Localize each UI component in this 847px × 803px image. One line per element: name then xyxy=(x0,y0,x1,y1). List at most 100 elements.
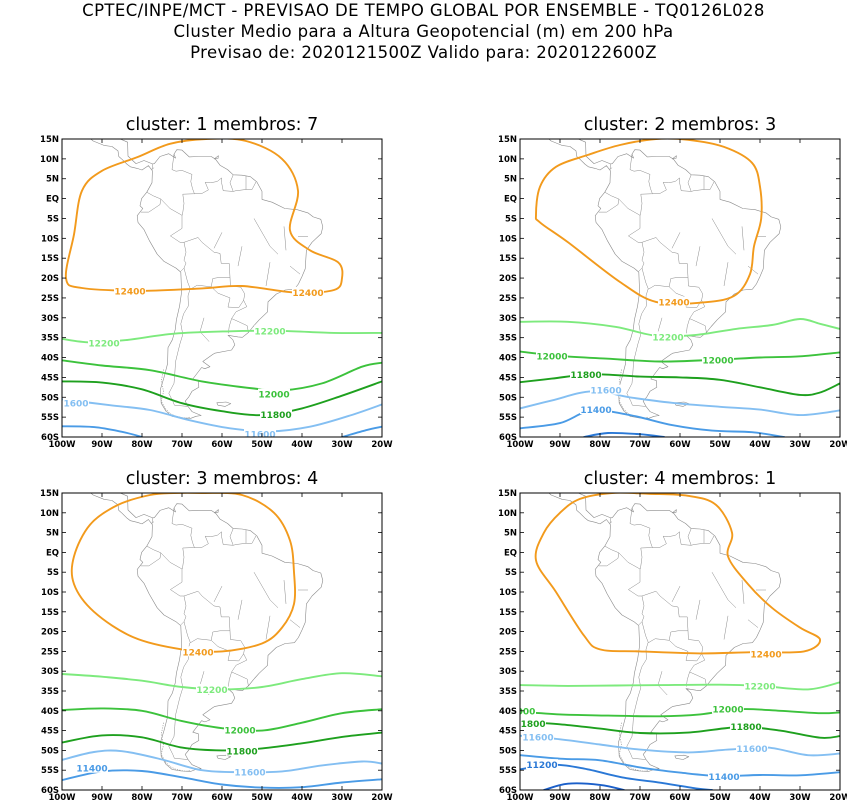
country-border xyxy=(640,547,653,570)
contour-label: 12200 xyxy=(196,686,227,696)
contour-11400 xyxy=(341,425,382,437)
country-border xyxy=(629,507,653,548)
country-border xyxy=(687,528,692,546)
lat-tick-label: EQ xyxy=(504,548,517,558)
lat-tick-label: 60S xyxy=(41,433,59,443)
contour-label: 12400 xyxy=(750,650,781,660)
header-line-1: CPTEC/INPE/MCT - PREVISAO DE TEMPO GLOBA… xyxy=(82,1,765,20)
lon-tick-label: 20W xyxy=(829,440,847,450)
contour-12000 xyxy=(520,708,840,718)
lon-tick-label: 70W xyxy=(171,793,193,803)
contour-11600 xyxy=(520,734,840,757)
lon-tick-label: 40W xyxy=(749,793,771,803)
country-border xyxy=(618,198,645,272)
country-border xyxy=(711,572,737,608)
contour-label: 12200 xyxy=(88,340,119,350)
country-border xyxy=(253,218,279,255)
country-border xyxy=(689,300,706,319)
header-line-2: Cluster Medio para a Altura Geopotencial… xyxy=(173,22,674,41)
map-panel-3: cluster: 3 membros: 4 12400 12200 12000 1180… xyxy=(40,469,393,803)
country-border xyxy=(598,545,620,567)
lat-tick-label: 60S xyxy=(41,786,59,796)
contour-label-bg xyxy=(658,296,690,307)
contour-label: 11800 xyxy=(226,748,257,758)
contour-label-bg xyxy=(570,369,602,380)
country-border xyxy=(168,642,191,760)
contour-label-bg xyxy=(244,428,276,437)
lon-tick-label: 70W xyxy=(629,440,651,450)
country-border xyxy=(652,177,680,195)
country-border xyxy=(160,198,187,272)
contour-label-bg xyxy=(736,742,768,753)
contour-label: 11200 xyxy=(526,761,557,771)
lon-tick-label: 100W xyxy=(48,440,76,450)
country-border xyxy=(211,277,246,308)
country-border xyxy=(289,265,301,275)
lon-tick-label: 90W xyxy=(91,440,113,450)
country-border xyxy=(231,318,249,333)
contour-label: 11800 xyxy=(730,723,761,733)
country-border xyxy=(229,528,234,546)
contour-label-bg xyxy=(88,337,120,348)
lon-tick-label: 100W xyxy=(506,440,534,450)
lat-tick-label: 35S xyxy=(41,334,59,344)
country-border xyxy=(641,590,689,643)
country-border xyxy=(641,237,689,290)
lon-tick-label: 100W xyxy=(48,793,76,803)
country-border xyxy=(182,547,195,570)
lon-tick-label: 30W xyxy=(789,440,811,450)
contour-label-bg xyxy=(292,286,324,297)
lat-tick-label: 5S xyxy=(47,568,59,578)
country-border xyxy=(679,177,715,192)
panel-title: cluster: 3 membros: 4 xyxy=(126,469,319,489)
country-border xyxy=(221,177,257,192)
contour-label: 12000 xyxy=(258,391,289,401)
country-border xyxy=(151,163,155,170)
contour-11400 xyxy=(62,769,382,789)
lat-tick-label: 10S xyxy=(499,588,517,598)
contour-label-bg xyxy=(254,325,286,336)
contour-label-bg xyxy=(712,703,744,714)
country-border xyxy=(695,246,701,267)
contour-11800 xyxy=(62,731,382,752)
country-border xyxy=(228,671,232,687)
lat-tick-label: 15N xyxy=(498,135,517,145)
country-border xyxy=(237,246,243,267)
country-border xyxy=(213,585,223,603)
country-border xyxy=(689,318,707,333)
contour-label-bg xyxy=(536,350,568,361)
contour-12400 xyxy=(70,493,297,653)
lon-tick-label: 40W xyxy=(291,793,313,803)
lat-tick-label: 30S xyxy=(41,314,59,324)
lat-tick-label: 15S xyxy=(41,608,59,618)
contour-label: 1600 xyxy=(63,399,88,409)
country-border xyxy=(194,177,222,195)
contour-label-bg xyxy=(226,745,258,756)
lat-tick-label: 15N xyxy=(40,489,59,499)
contour-label: 12400 xyxy=(114,288,145,298)
country-border xyxy=(140,191,162,213)
lat-tick-label: 40S xyxy=(41,707,59,717)
header-line-3: Previsao de: 2020121500Z Valido para: 20… xyxy=(190,43,657,62)
lat-tick-label: 40S xyxy=(499,354,517,364)
lat-tick-label: 60S xyxy=(499,786,517,796)
contour-11800 xyxy=(520,373,840,397)
lat-tick-label: 30S xyxy=(499,314,517,324)
coastline xyxy=(90,493,324,772)
contour-11400 xyxy=(520,754,840,778)
lon-tick-label: 70W xyxy=(629,793,651,803)
lat-tick-label: 10S xyxy=(499,234,517,244)
country-border xyxy=(231,653,248,673)
lon-tick-label: 90W xyxy=(549,793,571,803)
country-border xyxy=(609,517,613,524)
lon-tick-label: 80W xyxy=(589,440,611,450)
lat-tick-label: 30S xyxy=(41,667,59,677)
coastline-islands xyxy=(160,722,191,772)
contour-label: 12200 xyxy=(652,333,683,343)
lon-tick-label: 50W xyxy=(709,440,731,450)
country-border xyxy=(194,531,222,548)
country-border xyxy=(151,517,155,524)
contour-label: 000 xyxy=(517,708,536,718)
contour-label-bg xyxy=(520,705,536,716)
contour-11800 xyxy=(520,720,840,739)
